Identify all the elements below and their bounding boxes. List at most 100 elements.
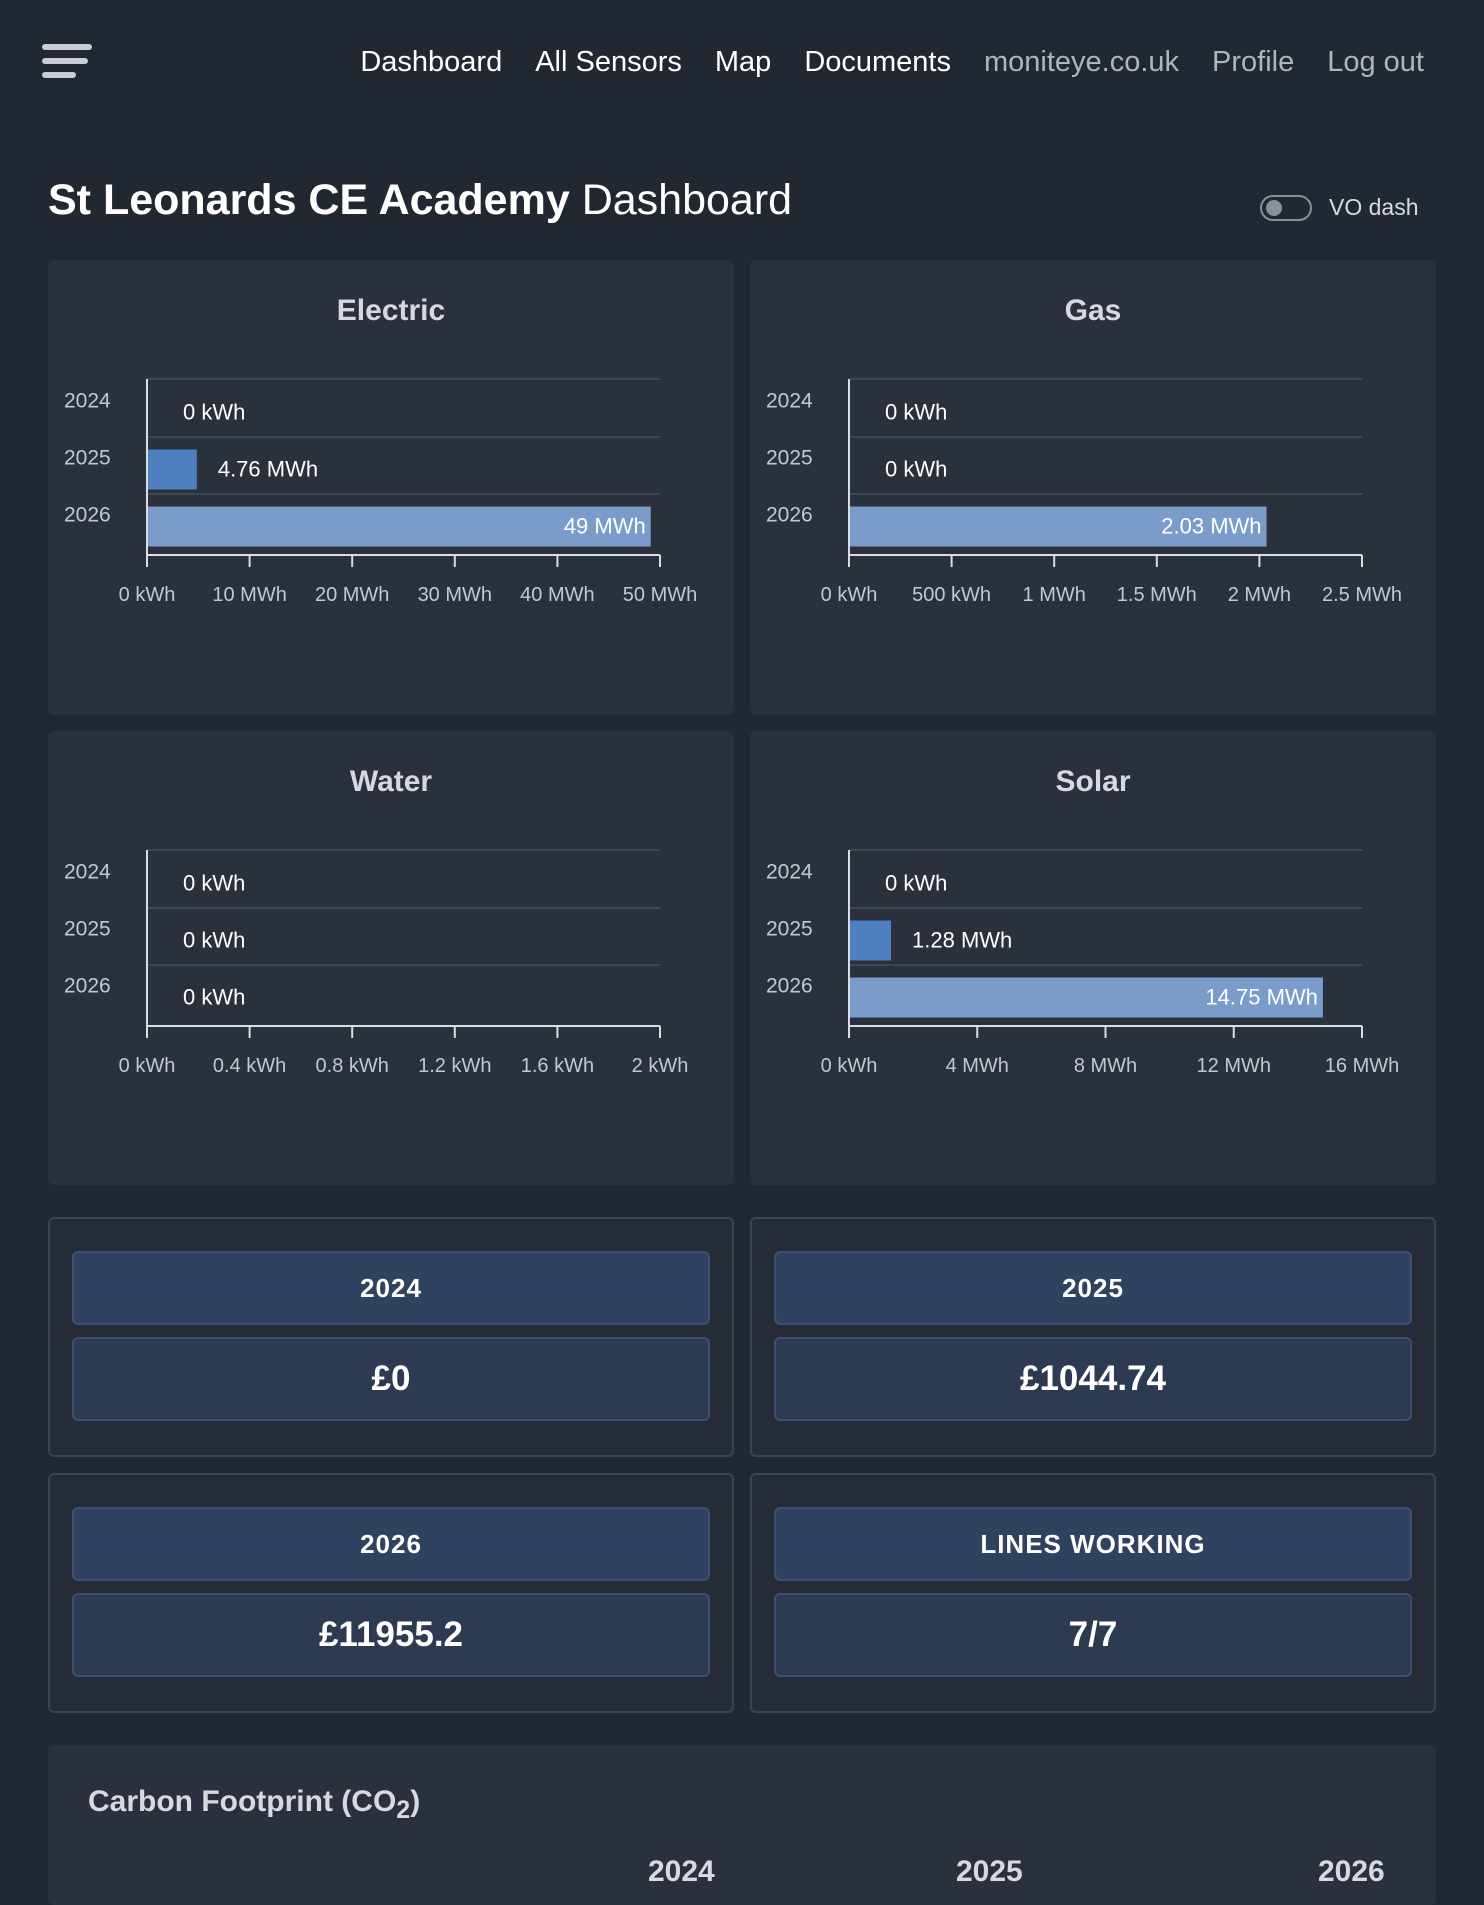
bar-value-label: 0 kWh [183, 928, 245, 953]
solar-chart-title: Solar [1055, 765, 1131, 798]
top-navbar: Dashboard All Sensors Map Documents moni… [0, 0, 1484, 130]
x-tick-label: 10 MWh [212, 584, 286, 606]
y-tick-label: 2025 [64, 918, 111, 941]
bar-2026 [850, 977, 1323, 1018]
carbon-title-suffix: ) [410, 1785, 421, 1818]
gas-card: Gas 0 kWh 500 kWh 1 MWh 1.5 MWh 2 MWh 2.5 MWh… [750, 260, 1436, 715]
y-tick-label: 2026 [64, 975, 111, 998]
stat-value: £11955.2 [72, 1593, 710, 1677]
x-tick-label: 0 kWh [119, 1055, 176, 1077]
carbon-title-prefix: Carbon Footprint (CO [88, 1785, 397, 1818]
toggle-knob [1266, 199, 1282, 216]
solar-card: Solar 0 kWh 4 MWh 8 MWh 12 MWh 16 MWh 2024 0 k… [750, 731, 1436, 1185]
water-card: Water 0 kWh 0.4 kWh 0.8 kWh 1.2 kWh 1.6 kWh 2… [48, 731, 734, 1185]
electric-chart: 0 kWh 10 MWh 20 MWh 30 MWh 40 MWh 50 MWh 2024 0… [64, 378, 697, 606]
stat-card-2025: 2025 £1044.74 [750, 1217, 1436, 1457]
water-chart: 0 kWh 0.4 kWh 0.8 kWh 1.2 kWh 1.6 kWh 2 kWh 20… [64, 849, 689, 1077]
x-tick-label: 1.6 kWh [521, 1055, 594, 1077]
carbon-year-2025: 2025 [956, 1855, 1023, 1888]
bar-value-label: 0 kWh [183, 985, 245, 1010]
y-tick-label: 2026 [64, 504, 111, 527]
nav-link-logout[interactable]: Log out [1327, 46, 1424, 78]
site-name: St Leonards CE Academy [48, 176, 570, 224]
bar-value-label: 0 kWh [885, 457, 947, 482]
y-tick-label: 2024 [766, 861, 813, 884]
bar-value-label: 49 MWh [564, 514, 646, 539]
x-tick-label: 0.8 kWh [316, 1055, 389, 1077]
stat-card-lines-working: LINES WORKING 7/7 [750, 1473, 1436, 1713]
bar-2026 [850, 506, 1267, 547]
nav-link-all-sensors[interactable]: All Sensors [535, 46, 682, 78]
toggle-switch[interactable] [1260, 194, 1312, 221]
x-tick-label: 2 kWh [632, 1055, 689, 1077]
y-tick-label: 2025 [766, 447, 813, 470]
x-tick-label: 16 MWh [1325, 1055, 1399, 1077]
bar-value-label: 14.75 MWh [1205, 985, 1318, 1010]
bar-value-label: 0 kWh [183, 400, 245, 425]
x-tick-label: 4 MWh [946, 1055, 1009, 1077]
nav-link-dashboard[interactable]: Dashboard [360, 46, 503, 78]
bar-value-label: 0 kWh [885, 871, 947, 896]
bar-value-label: 0 kWh [183, 871, 245, 896]
bar-2025 [148, 449, 197, 490]
x-tick-label: 2 MWh [1228, 584, 1291, 606]
stat-value: 7/7 [774, 1593, 1412, 1677]
y-tick-label: 2026 [766, 975, 813, 998]
y-tick-label: 2025 [64, 447, 111, 470]
stat-card-2024: 2024 £0 [48, 1217, 734, 1457]
carbon-year-2024: 2024 [648, 1855, 715, 1888]
gas-chart-title: Gas [1064, 294, 1122, 327]
x-tick-label: 0.4 kWh [213, 1055, 286, 1077]
stat-label: LINES WORKING [774, 1507, 1412, 1581]
nav-link-profile[interactable]: Profile [1212, 46, 1295, 78]
bar-value-label: 2.03 MWh [1161, 514, 1261, 539]
bar-value-label: 0 kWh [885, 400, 947, 425]
x-tick-label: 1.5 MWh [1117, 584, 1197, 606]
bar-value-label: 1.28 MWh [912, 928, 1012, 953]
stat-label: 2026 [72, 1507, 710, 1581]
electric-card: Electric 0 kWh 10 MWh 20 MWh 30 MWh 40 MWh 50… [48, 260, 734, 715]
x-tick-label: 0 kWh [119, 584, 176, 606]
carbon-title-sub: 2 [396, 1796, 411, 1824]
gas-chart: 0 kWh 500 kWh 1 MWh 1.5 MWh 2 MWh 2.5 MWh 2024… [766, 378, 1402, 606]
nav-link-map[interactable]: Map [714, 46, 772, 78]
bar-2025 [850, 920, 892, 961]
x-tick-label: 1.2 kWh [418, 1055, 491, 1077]
x-tick-label: 0 kWh [821, 1055, 878, 1077]
x-tick-label: 1 MWh [1023, 584, 1086, 606]
carbon-footprint-title: Carbon Footprint (CO2) [88, 1785, 420, 1825]
x-tick-label: 500 kWh [912, 584, 991, 606]
bar-2026 [148, 506, 651, 547]
y-tick-label: 2026 [766, 504, 813, 527]
x-tick-label: 8 MWh [1074, 1055, 1137, 1077]
page-title: St Leonards CE Academy Dashboard [48, 176, 792, 225]
stat-value: £0 [72, 1337, 710, 1421]
y-tick-label: 2024 [766, 390, 813, 413]
carbon-year-2026: 2026 [1318, 1855, 1385, 1888]
electric-chart-title: Electric [336, 294, 446, 327]
x-tick-label: 2.5 MWh [1322, 584, 1402, 606]
y-tick-label: 2024 [64, 861, 111, 884]
nav-link-documents[interactable]: Documents [804, 46, 951, 78]
x-tick-label: 20 MWh [315, 584, 389, 606]
bar-value-label: 4.76 MWh [218, 457, 318, 482]
x-tick-label: 30 MWh [418, 584, 492, 606]
stat-label: 2024 [72, 1251, 710, 1325]
y-tick-label: 2024 [64, 390, 111, 413]
vo-dash-label: VO dash [1329, 194, 1419, 220]
x-tick-label: 0 kWh [821, 584, 878, 606]
nav-links: Dashboard All Sensors Map Documents moni… [327, 46, 1424, 79]
hamburger-menu-icon[interactable] [42, 44, 92, 84]
carbon-footprint-card: Carbon Footprint (CO2) 2024 2025 2026 [48, 1745, 1436, 1905]
nav-link-moniteye[interactable]: moniteye.co.uk [983, 46, 1180, 78]
title-suffix: Dashboard [581, 176, 793, 224]
solar-chart: 0 kWh 4 MWh 8 MWh 12 MWh 16 MWh 2024 0 kWh 2025… [766, 849, 1399, 1077]
water-chart-title: Water [349, 765, 433, 798]
x-tick-label: 50 MWh [623, 584, 697, 606]
x-tick-label: 12 MWh [1197, 1055, 1271, 1077]
stat-card-2026: 2026 £11955.2 [48, 1473, 734, 1713]
stat-value: £1044.74 [774, 1337, 1412, 1421]
x-tick-label: 40 MWh [520, 584, 594, 606]
vo-dash-toggle[interactable]: VO dash [1260, 194, 1419, 221]
stat-label: 2025 [774, 1251, 1412, 1325]
